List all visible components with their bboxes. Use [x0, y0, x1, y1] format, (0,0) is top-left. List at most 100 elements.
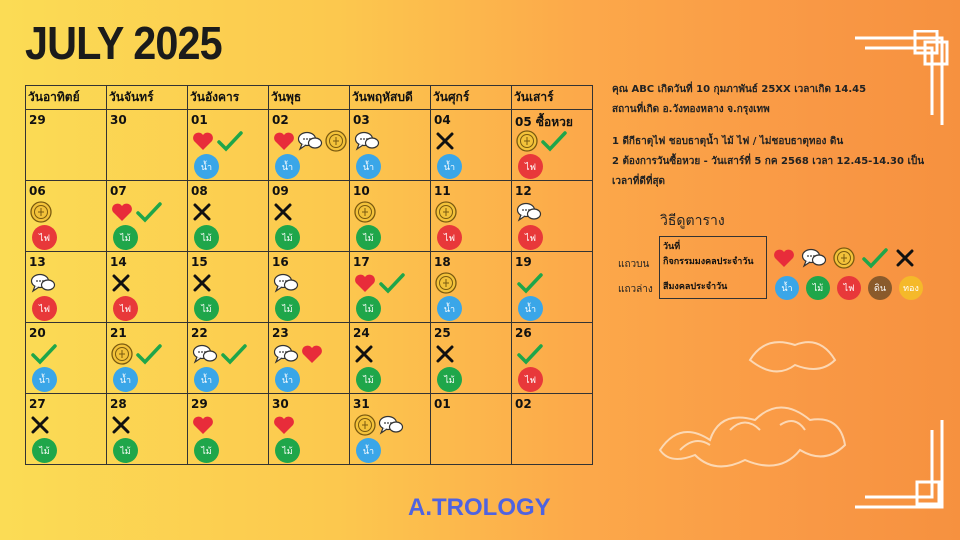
day-activity-icons [435, 129, 455, 153]
element-badge-wood: ไม้ [113, 225, 138, 250]
calendar-day-cell[interactable]: 31 น้ำ [349, 393, 431, 465]
element-badge-water: น้ำ [356, 154, 381, 179]
element-badge-water: น้ำ [113, 367, 138, 392]
heart-icon [301, 344, 323, 364]
calendar-day-cell[interactable]: 08 ไม้ [187, 180, 269, 252]
chat-icon [354, 130, 380, 152]
calendar-day-cell[interactable]: 29 ไม้ [187, 393, 269, 465]
day-number: 21 [110, 326, 127, 340]
day-number: 06 [29, 184, 46, 198]
calendar-week-row: 29 30 01 น้ำ 02 น้ำ 03 น้ำ 04 น้ำ 05 ซื้อหวย ไฟ [25, 109, 593, 181]
calendar-day-cell[interactable]: 26 ไฟ [511, 322, 593, 394]
day-activity-icons [111, 200, 163, 224]
day-number: 26 [515, 326, 532, 340]
calendar-day-cell[interactable]: 01 [430, 393, 512, 465]
element-badge-wood: ไม้ [356, 225, 381, 250]
element-badge-wood: ไม้ [275, 296, 300, 321]
calendar-day-cell[interactable]: 12 ไฟ [511, 180, 593, 252]
decorative-frame-corner-icon [855, 30, 949, 125]
calendar-day-cell[interactable]: 07 ไม้ [106, 180, 188, 252]
calendar-day-cell[interactable]: 22 น้ำ [187, 322, 269, 394]
cross-icon [192, 202, 212, 222]
day-number: 14 [110, 255, 127, 269]
day-number: 15 [191, 255, 208, 269]
day-activity-icons [516, 200, 542, 224]
day-activity-icons [435, 200, 457, 224]
brand-logo-text: A.TROLOGY [408, 494, 551, 521]
calendar-day-cell[interactable]: 23 น้ำ [268, 322, 350, 394]
legend-title: วิธีดูตาราง [660, 213, 725, 229]
calendar-day-cell[interactable]: 25 ไม้ [430, 322, 512, 394]
calendar-day-cell[interactable]: 21 น้ำ [106, 322, 188, 394]
day-activity-icons [111, 271, 131, 295]
calendar-day-cell[interactable]: 24 ไม้ [349, 322, 431, 394]
calendar-day-cell[interactable]: 06 ไฟ [25, 180, 107, 252]
check-icon [135, 343, 163, 365]
day-activity-icons [273, 271, 299, 295]
day-activity-icons [516, 271, 544, 295]
coin-icon [30, 201, 52, 223]
decorative-frame-corner-bottom-icon [855, 420, 944, 509]
day-activity-icons [30, 271, 56, 295]
calendar-day-cell[interactable]: 15 ไม้ [187, 251, 269, 323]
calendar-grid: วันอาทิตย์ วันจันทร์ วันอังคาร วันพุธ วั… [25, 85, 593, 465]
weekday-sun: วันอาทิตย์ [25, 85, 107, 110]
calendar-day-cell[interactable]: 27 ไม้ [25, 393, 107, 465]
calendar-day-cell[interactable]: 03 น้ำ [349, 109, 431, 181]
legend-heart-icon [773, 248, 795, 268]
calendar-day-cell[interactable]: 02 น้ำ [268, 109, 350, 181]
day-number: 04 [434, 113, 451, 127]
calendar-day-cell[interactable]: 16 ไม้ [268, 251, 350, 323]
day-activity-icons [30, 342, 58, 366]
calendar-day-cell[interactable]: 20 น้ำ [25, 322, 107, 394]
day-number: 01 [434, 397, 451, 411]
legend-check-icon [861, 247, 889, 269]
calendar-day-cell[interactable]: 30 [106, 109, 188, 181]
calendar-day-cell[interactable]: 09 ไม้ [268, 180, 350, 252]
weekday-header-row: วันอาทิตย์ วันจันทร์ วันอังคาร วันพุธ วั… [25, 85, 593, 110]
day-number: 29 [29, 113, 46, 127]
chat-icon [378, 414, 404, 436]
element-badge-fire: ไฟ [113, 296, 138, 321]
calendar-day-cell[interactable]: 19 น้ำ [511, 251, 593, 323]
chat-icon [516, 201, 542, 223]
day-activity-icons [273, 200, 293, 224]
weekday-thu: วันพฤหัสบดี [349, 85, 431, 110]
calendar-day-cell[interactable]: 14 ไฟ [106, 251, 188, 323]
legend-elements: น้ำ ไม้ ไฟ ดิน ทอง [775, 276, 923, 300]
day-number: 24 [353, 326, 370, 340]
calendar-day-cell[interactable]: 30 ไม้ [268, 393, 350, 465]
calendar-day-cell[interactable]: 10 ไม้ [349, 180, 431, 252]
element-badge-water: น้ำ [437, 296, 462, 321]
calendar-day-cell[interactable]: 05 ซื้อหวย ไฟ [511, 109, 593, 181]
cross-icon [111, 273, 131, 293]
day-number: 31 [353, 397, 370, 411]
calendar-day-cell[interactable]: 13 ไฟ [25, 251, 107, 323]
calendar-title: JULY 2025 [25, 17, 223, 69]
coin-icon [354, 414, 376, 436]
calendar-day-cell[interactable]: 02 [511, 393, 593, 465]
check-icon [135, 201, 163, 223]
calendar-day-cell[interactable]: 01 น้ำ [187, 109, 269, 181]
weekday-mon: วันจันทร์ [106, 85, 188, 110]
check-icon [540, 130, 568, 152]
check-icon [220, 343, 248, 365]
calendar-day-cell[interactable]: 18 น้ำ [430, 251, 512, 323]
legend-coin-icon [833, 247, 855, 269]
check-icon [378, 272, 406, 294]
calendar-day-cell[interactable]: 29 [25, 109, 107, 181]
calendar-day-cell[interactable]: 11 ไฟ [430, 180, 512, 252]
calendar-day-cell[interactable]: 17 ไม้ [349, 251, 431, 323]
element-badge-wood: ไม้ [113, 438, 138, 463]
calendar-day-cell[interactable]: 28 ไม้ [106, 393, 188, 465]
day-number: 22 [191, 326, 208, 340]
element-badge-fire: ไฟ [437, 225, 462, 250]
legend-element-fire: ไฟ [837, 276, 861, 300]
calendar-day-cell[interactable]: 04 น้ำ [430, 109, 512, 181]
cross-icon [435, 131, 455, 151]
element-badge-wood: ไม้ [32, 438, 57, 463]
legend-box: วันที่ กิจกรรมมงคลประจำวัน สีมงคลประจำวั… [659, 236, 767, 299]
day-activity-icons [192, 413, 214, 437]
element-badge-wood: ไม้ [275, 225, 300, 250]
element-badge-water: น้ำ [194, 367, 219, 392]
